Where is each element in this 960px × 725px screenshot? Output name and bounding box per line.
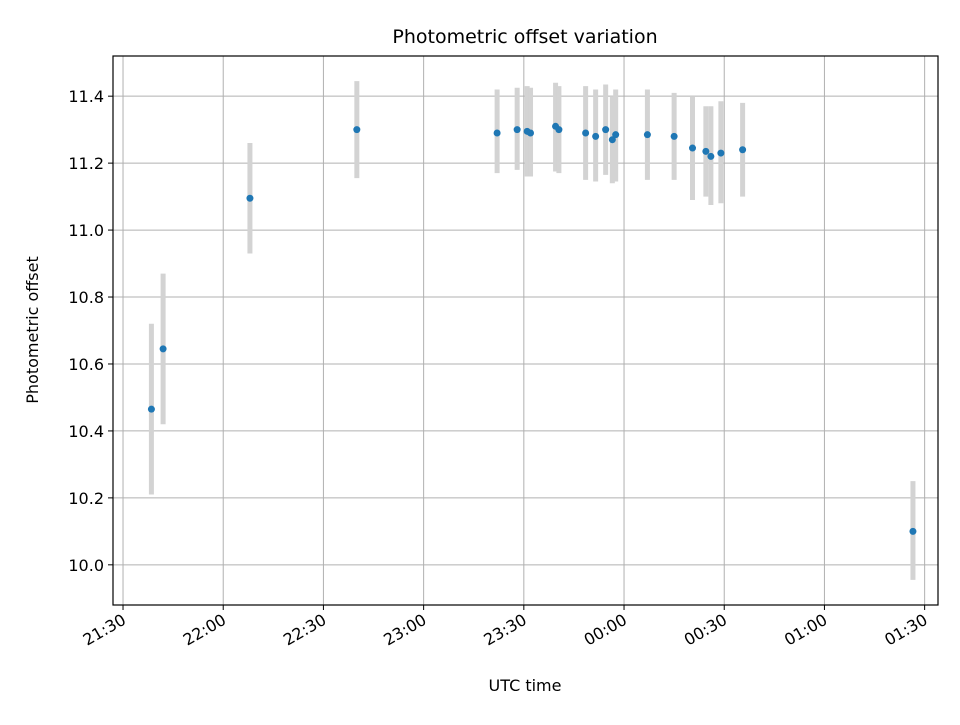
grid-lines <box>113 56 938 605</box>
data-point <box>513 126 521 134</box>
data-point <box>159 345 167 353</box>
data-point <box>689 144 697 152</box>
y-tick-label: 10.6 <box>68 355 104 374</box>
y-axis-label: Photometric offset <box>23 256 42 404</box>
data-point <box>612 131 620 139</box>
data-point <box>555 126 563 134</box>
chart-title: Photometric offset variation <box>392 26 657 48</box>
data-point <box>493 129 501 137</box>
x-axis-label: UTC time <box>489 676 562 695</box>
data-point <box>717 149 725 157</box>
data-point <box>608 136 616 144</box>
y-axis-ticks: 10.0 10.2 10.4 10.6 10.8 11.0 11.2 11.4 <box>68 87 113 575</box>
data-point <box>909 527 917 535</box>
data-point <box>739 146 747 154</box>
data-point <box>246 194 254 202</box>
data-point <box>702 147 710 155</box>
y-tick-label: 10.2 <box>68 489 104 508</box>
data-point <box>592 132 600 140</box>
y-tick-label: 11.2 <box>68 154 104 173</box>
data-point <box>707 152 715 160</box>
y-tick-label: 11.0 <box>68 221 104 240</box>
y-tick-label: 10.4 <box>68 422 104 441</box>
y-tick-label: 11.4 <box>68 87 104 106</box>
data-point <box>147 405 155 413</box>
data-point <box>353 126 361 134</box>
y-tick-label: 10.0 <box>68 556 104 575</box>
y-tick-label: 10.8 <box>68 288 104 307</box>
data-point <box>643 131 651 139</box>
data-point <box>602 126 610 134</box>
data-point <box>670 132 678 140</box>
data-points <box>147 122 917 535</box>
plot-frame <box>112 55 939 606</box>
data-point <box>527 129 535 137</box>
data-point <box>582 129 590 137</box>
